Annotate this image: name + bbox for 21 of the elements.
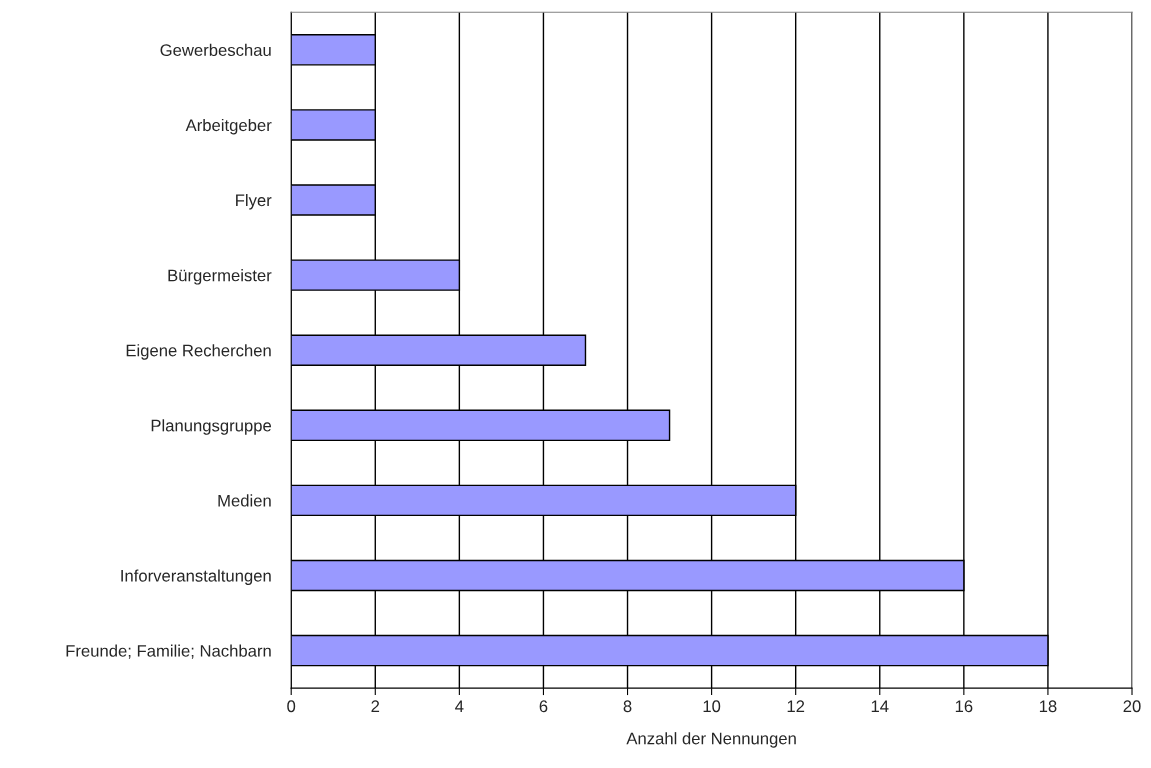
- y-tick-label: Gewerbeschau: [160, 43, 271, 57]
- x-axis-title: Anzahl der Nennungen: [626, 732, 796, 748]
- x-tick-label: 6: [539, 700, 548, 713]
- x-tick-label: 16: [955, 700, 973, 713]
- x-tick-label: 14: [871, 700, 889, 713]
- y-tick-label: Arbeitgeber: [185, 118, 272, 135]
- y-tick-label: Bürgermeister: [168, 269, 272, 285]
- x-tick-label: 18: [1039, 700, 1057, 713]
- x-tick-label: 0: [287, 700, 296, 713]
- x-tick-label: 8: [623, 700, 632, 713]
- y-tick-label: Freunde; Familie; Nachbarn: [66, 644, 271, 659]
- y-tick-label: Inforveranstaltungen: [121, 569, 271, 585]
- x-tick-label: 10: [703, 700, 721, 713]
- y-tick-label: Planungsgruppe: [151, 419, 272, 435]
- x-tick-label: 20: [1123, 700, 1141, 713]
- x-tick-label: 12: [787, 700, 805, 713]
- y-tick-label: Medien: [218, 494, 271, 507]
- y-tick-label: Flyer: [236, 193, 272, 210]
- y-tick-label: Eigene Recherchen: [126, 344, 271, 360]
- x-tick-label: 4: [455, 700, 464, 713]
- x-tick-label: 2: [371, 700, 380, 713]
